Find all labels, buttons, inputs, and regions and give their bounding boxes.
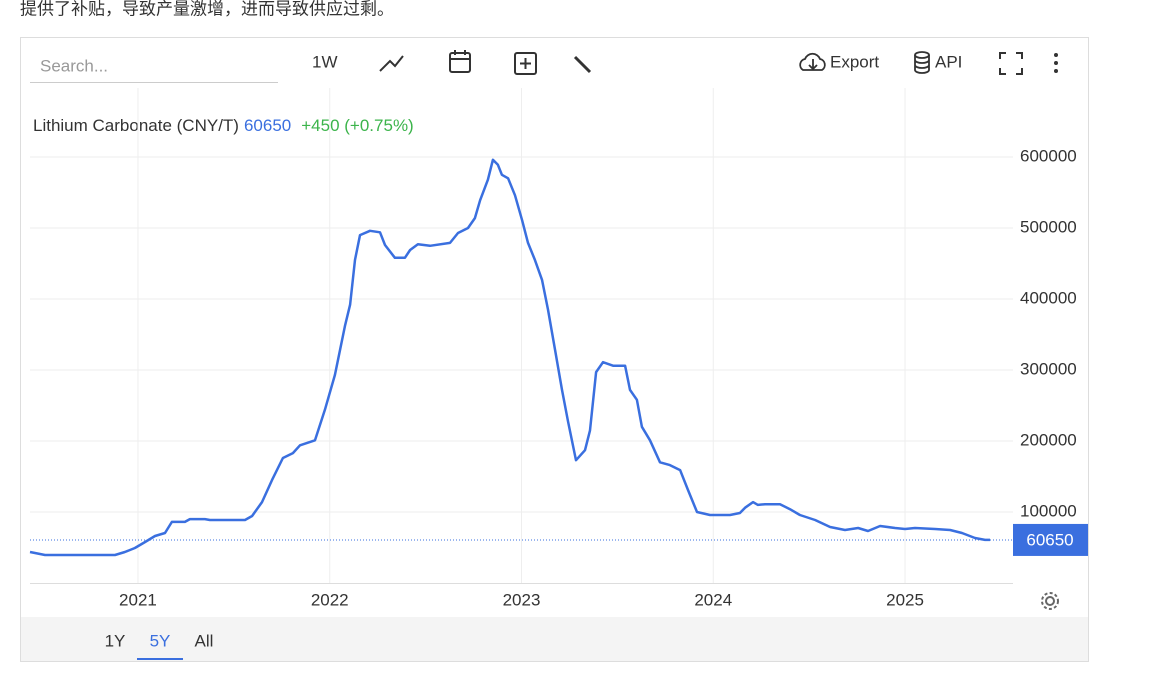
- x-tick-label: 2024: [694, 590, 732, 609]
- x-tick-label: 2021: [119, 590, 157, 609]
- range-button[interactable]: 5Y: [150, 631, 171, 650]
- chart-type-icon[interactable]: [379, 55, 404, 72]
- menu-icon[interactable]: [1054, 53, 1058, 73]
- last-value-box: [1013, 523, 1088, 556]
- y-tick-label: 400000: [1020, 288, 1077, 307]
- x-tick-label: 2025: [886, 590, 924, 609]
- range-button[interactable]: All: [195, 631, 214, 650]
- plot: 2021 2022 2023 2024 2025 100000 200000 300000 40…: [29, 88, 1088, 609]
- calendar-icon[interactable]: [449, 50, 471, 73]
- api-button[interactable]: API: [914, 51, 962, 74]
- y-tick-label: 300000: [1020, 359, 1077, 378]
- series-header: Lithium Carbonate (CNY/T) 60650 +450 (+0.7…: [33, 116, 414, 135]
- range-bar: [21, 617, 1088, 661]
- x-tick-label: 2023: [503, 590, 541, 609]
- settings-icon[interactable]: [1041, 592, 1059, 610]
- add-icon[interactable]: [514, 52, 537, 75]
- y-tick-label: 100000: [1020, 501, 1077, 520]
- x-tick-label: 2022: [311, 590, 349, 609]
- line-series: [29, 158, 990, 557]
- range-button[interactable]: 1Y: [105, 631, 126, 650]
- search-box[interactable]: Search...: [40, 56, 108, 75]
- last-value: 60650: [244, 116, 291, 135]
- api-label: API: [935, 52, 962, 71]
- tools-icon[interactable]: [573, 55, 592, 74]
- page-text: 提供了补贴，导致产量激增，进而导致供应过剩。: [20, 0, 394, 18]
- interval-button[interactable]: 1W: [312, 52, 338, 71]
- range-buttons: 1Y 5Y All: [105, 631, 214, 660]
- export-label: Export: [830, 52, 879, 71]
- fullscreen-icon[interactable]: [999, 52, 1023, 75]
- export-button[interactable]: Export: [799, 52, 879, 71]
- api-icon: [914, 51, 930, 74]
- series-name: Lithium Carbonate (CNY/T): [33, 116, 239, 135]
- y-tick-label: 200000: [1020, 430, 1077, 449]
- export-icon: [799, 52, 826, 71]
- y-tick-label: 500000: [1020, 217, 1077, 236]
- last-value-label: 60650: [1026, 530, 1073, 549]
- y-tick-label: 600000: [1020, 146, 1077, 165]
- change: +450 (+0.75%): [301, 116, 413, 135]
